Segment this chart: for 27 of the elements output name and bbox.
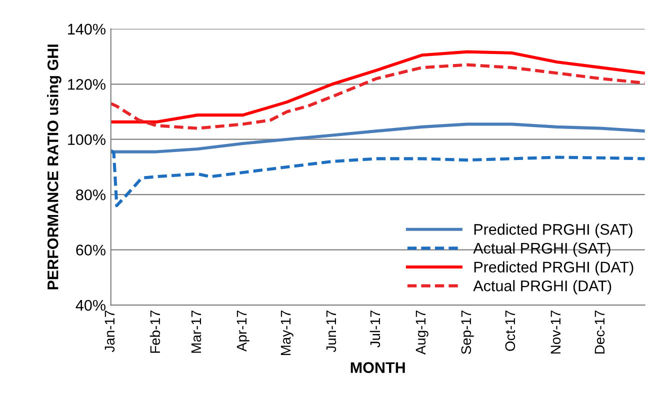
legend-label: Actual PRGHI (SAT) <box>473 242 610 257</box>
x-tick-label: Nov-17 <box>550 310 561 354</box>
legend-label: Actual PRGHI (DAT) <box>473 280 612 294</box>
y-tick-label: 140% <box>68 24 106 35</box>
legend-label: Predicted PRGHI (SAT) <box>474 224 632 238</box>
y-tick-label: 120% <box>68 79 106 90</box>
x-tick-label: Feb-17 <box>150 310 160 353</box>
x-tick-label: Aug-17 <box>416 310 428 355</box>
x-tick-label: Sep-17 <box>461 310 474 354</box>
x-tick-label: May-17 <box>280 310 294 356</box>
x-tick-label: Jan-17 <box>104 310 115 352</box>
y-tick-label: 80% <box>76 189 106 200</box>
line-series <box>110 50 645 124</box>
line-series <box>110 122 645 154</box>
x-axis-title: MONTH <box>350 362 405 373</box>
y-tick-label: 60% <box>76 244 106 256</box>
line-series <box>110 148 645 208</box>
y-axis-title: PERFORMANCE RATIO using GHI <box>47 44 62 290</box>
y-tick-label: 100% <box>68 134 106 146</box>
x-tick-label: Jul-17 <box>370 310 380 348</box>
x-tick-label: Mar-17 <box>191 310 202 353</box>
x-tick-label: Oct-17 <box>505 310 516 351</box>
x-tick-label: Apr-17 <box>236 310 250 352</box>
y-tick-label: 40% <box>76 300 106 311</box>
legend-label: Predicted PRGHI (DAT) <box>474 261 634 276</box>
x-tick-label: Jun-17 <box>326 310 336 352</box>
x-tick-label: Dec-17 <box>594 310 605 354</box>
